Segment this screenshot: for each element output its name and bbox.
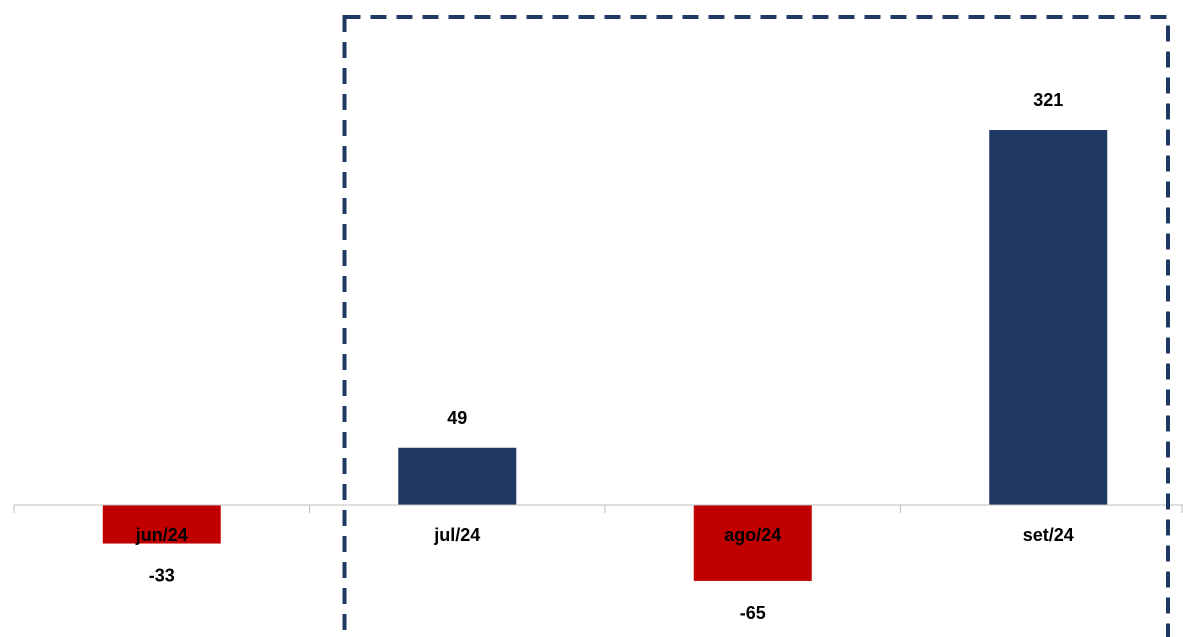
bar-ago-24: [693, 505, 812, 581]
data-label: -65: [740, 603, 766, 623]
bar-jul-24: [398, 447, 517, 505]
data-label: -33: [149, 566, 175, 586]
highlight-box-layer: [342, 15, 1170, 637]
bar-jun-24: [102, 505, 221, 544]
bars-layer: [102, 130, 1108, 581]
bar-set-24: [989, 130, 1108, 505]
highlight-box: [342, 15, 1170, 637]
x-tick-label: ago/24: [724, 525, 781, 545]
labels-layer: jun/24 -33 jul/24 49 ago/24 -65 set/24 321: [135, 90, 1074, 623]
data-label: 49: [447, 408, 467, 428]
x-axis: [13, 504, 1183, 513]
x-tick-label: jun/24: [135, 525, 188, 545]
x-tick-label: jul/24: [433, 525, 480, 545]
x-tick-label: set/24: [1023, 525, 1074, 545]
data-label: 321: [1033, 90, 1063, 110]
